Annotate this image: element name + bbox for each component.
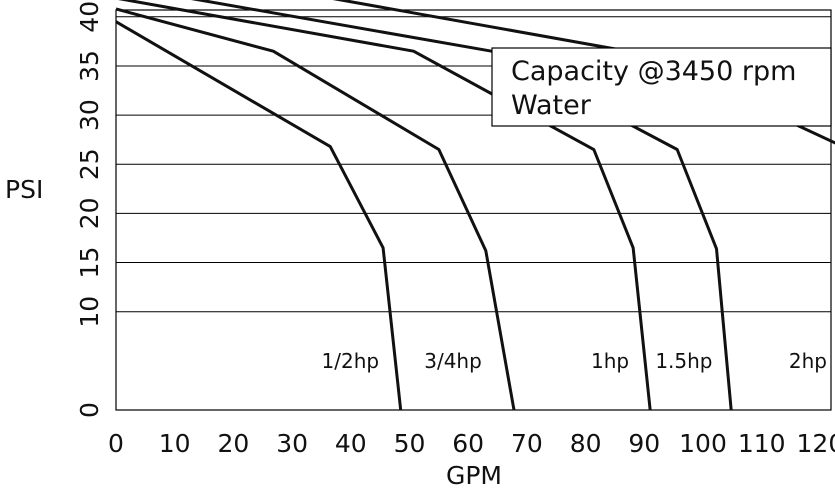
y-tick-labels: 01015202530354045 bbox=[75, 1, 104, 418]
series-curves bbox=[115, 0, 835, 411]
y-axis-title: PSI bbox=[5, 175, 43, 204]
x-tick-label: 40 bbox=[335, 429, 367, 458]
series-line bbox=[115, 20, 403, 411]
x-tick-label: 20 bbox=[217, 429, 249, 458]
x-tick-label: 60 bbox=[452, 429, 484, 458]
series-labels: 1/2hp 3/4hp 1hp 1.5hp 2hp bbox=[322, 349, 827, 373]
plot-area-frame bbox=[115, 9, 832, 411]
annotation-box: Capacity @3450 rpm Water bbox=[491, 47, 832, 127]
y-tick-label: 15 bbox=[75, 247, 104, 279]
series-line bbox=[117, 0, 652, 411]
y-tick-label: 40 bbox=[75, 1, 104, 33]
x-tick-label: 100 bbox=[679, 429, 727, 458]
y-tick-label: 30 bbox=[75, 99, 104, 131]
series-line bbox=[190, 0, 733, 411]
x-tick-labels: 0102030405060708090100110120130 bbox=[108, 429, 835, 458]
series-label: 2hp bbox=[789, 349, 827, 373]
y-tick-label: 20 bbox=[75, 197, 104, 229]
series-label: 1hp bbox=[591, 349, 629, 373]
x-tick-label: 50 bbox=[394, 429, 426, 458]
y-tick-label: 35 bbox=[75, 50, 104, 82]
x-tick-label: 80 bbox=[570, 429, 602, 458]
x-tick-label: 30 bbox=[276, 429, 308, 458]
series-label: 1/2hp bbox=[322, 349, 380, 373]
x-tick-label: 10 bbox=[159, 429, 191, 458]
x-tick-label: 90 bbox=[628, 429, 660, 458]
y-tick-label: 10 bbox=[75, 296, 104, 328]
series-line bbox=[332, 0, 835, 145]
x-tick-label: 120 bbox=[797, 429, 835, 458]
series-label: 1.5hp bbox=[655, 349, 712, 373]
x-tick-label: 0 bbox=[108, 429, 124, 458]
series-label: 3/4hp bbox=[424, 349, 482, 373]
gridlines bbox=[116, 16, 831, 313]
x-tick-label: 70 bbox=[511, 429, 543, 458]
y-tick-label: 25 bbox=[75, 148, 104, 180]
annotation-line1: Capacity @3450 rpm bbox=[511, 56, 796, 87]
series-line bbox=[115, 7, 516, 411]
annotation-line2: Water bbox=[511, 90, 592, 121]
y-tick-label: 0 bbox=[75, 402, 104, 418]
x-tick-label: 110 bbox=[738, 429, 786, 458]
x-axis-title: GPM bbox=[446, 461, 502, 489]
annotation-frame bbox=[491, 47, 832, 127]
